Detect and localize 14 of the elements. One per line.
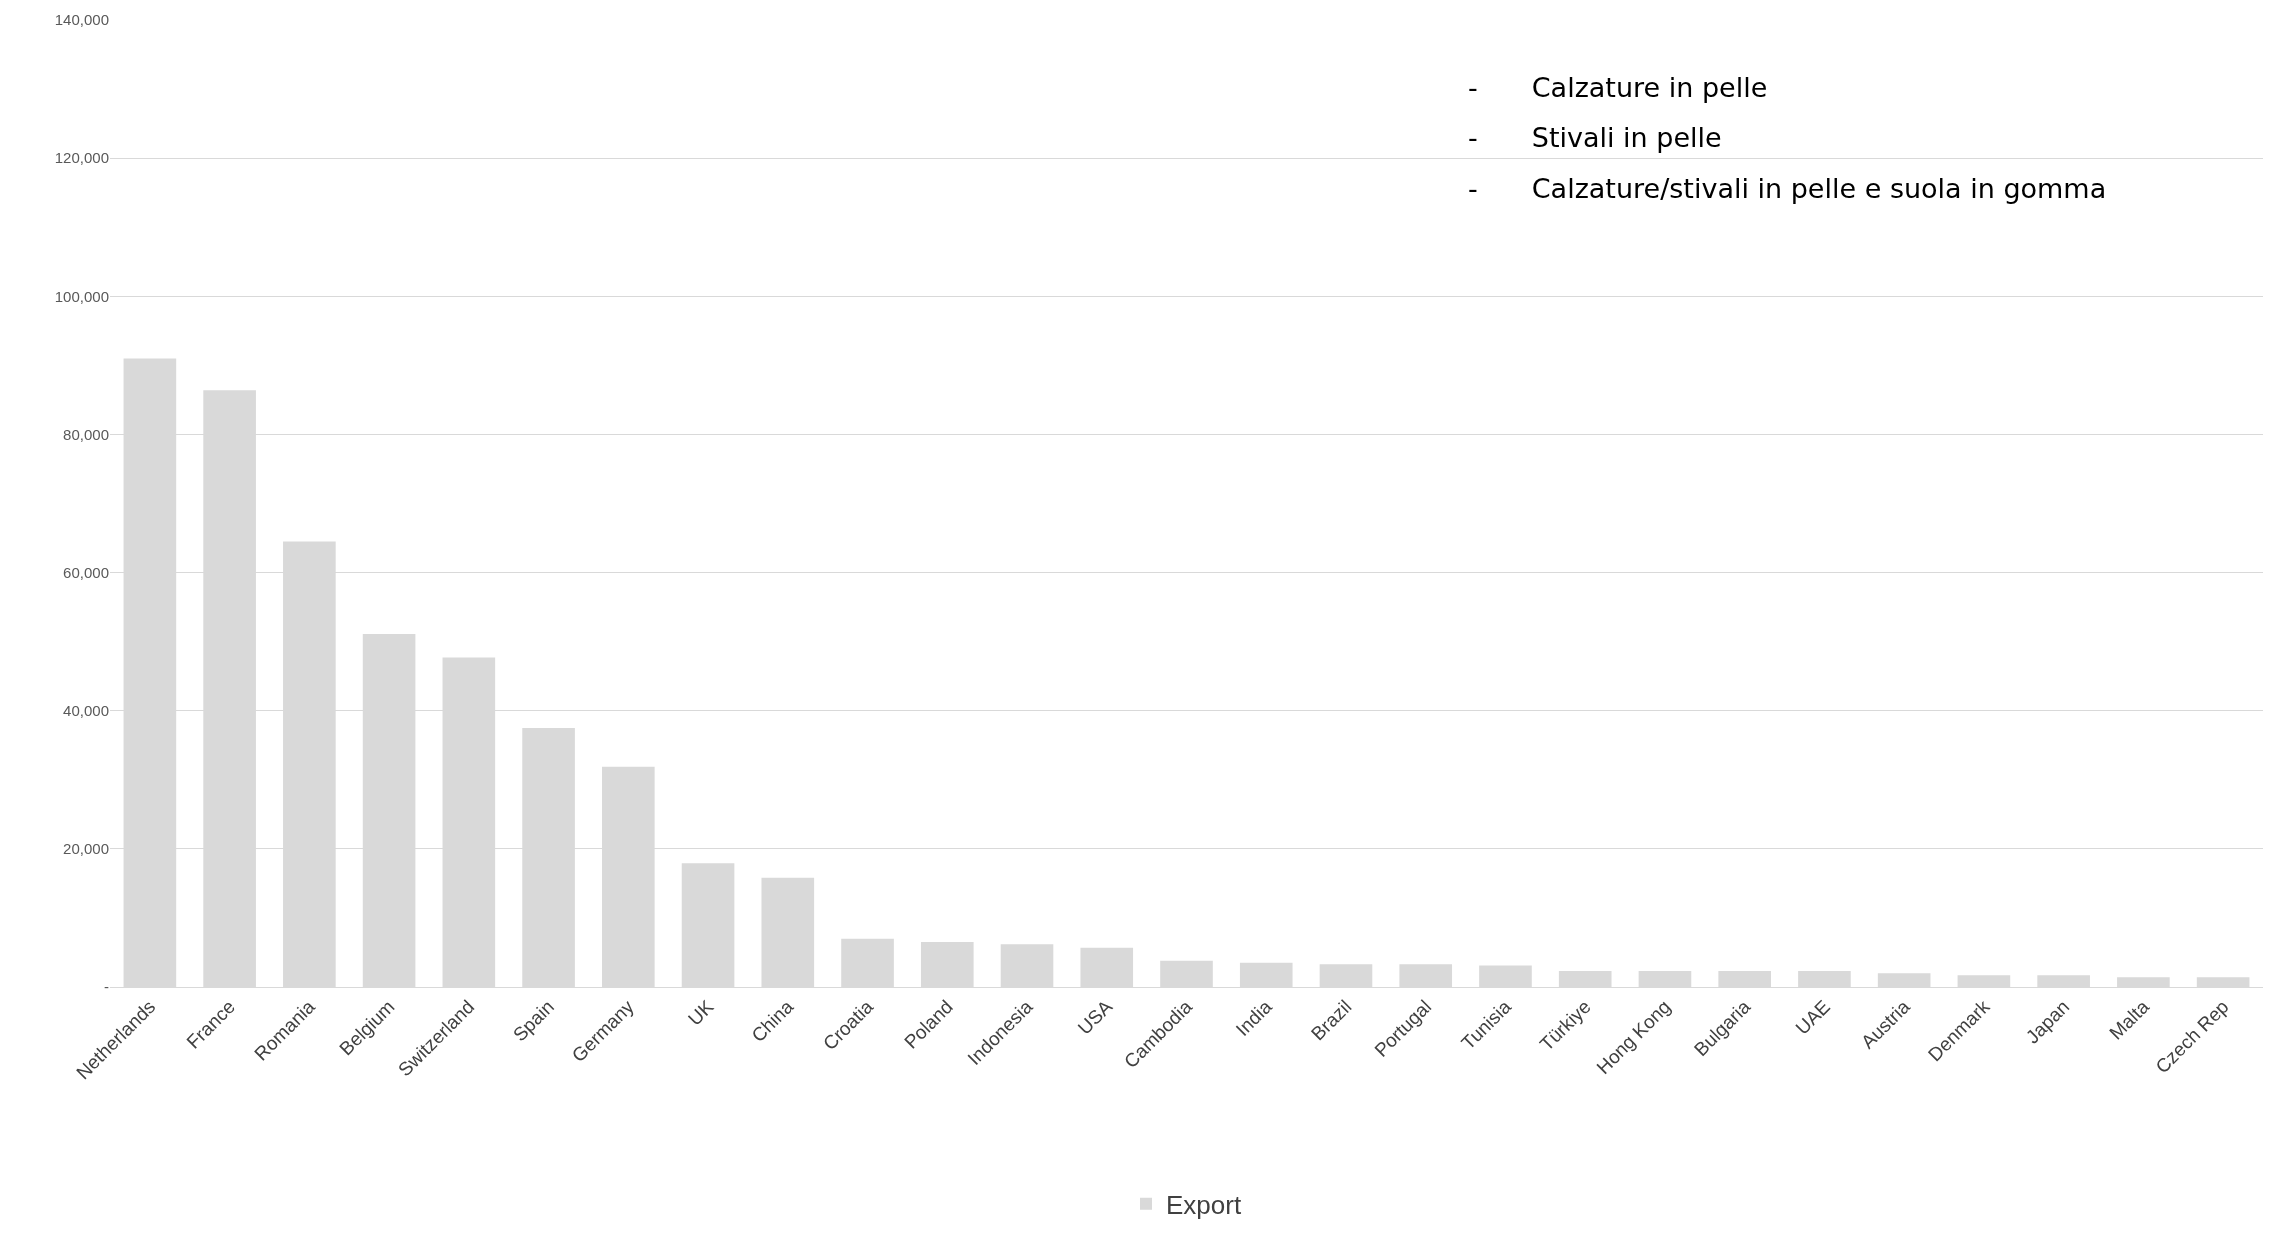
y-tick-label: 140,000 bbox=[54, 11, 109, 29]
y-tick-label: 80,000 bbox=[63, 425, 109, 443]
annotation: - Calzature/stivali in pelle e suola in gomma bbox=[1468, 173, 2107, 204]
x-tick-label: USA bbox=[1073, 995, 1117, 1039]
y-tick-label: - bbox=[104, 978, 109, 996]
y-tick-label: 40,000 bbox=[63, 701, 109, 719]
annotation: - Stivali in pelle bbox=[1468, 122, 1722, 153]
y-tick-label: 60,000 bbox=[63, 563, 109, 581]
x-tick-label: UK bbox=[684, 995, 718, 1030]
y-tick-label: 100,000 bbox=[54, 287, 109, 305]
y-tick-label: 120,000 bbox=[54, 149, 109, 167]
annotation: - Calzature in pelle bbox=[1468, 72, 1768, 103]
legend-label: Export bbox=[1166, 1189, 1242, 1220]
y-tick-label: 20,000 bbox=[63, 840, 109, 858]
